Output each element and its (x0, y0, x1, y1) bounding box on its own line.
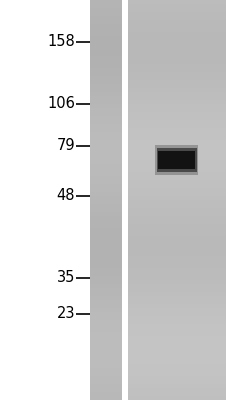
Bar (127, 0, 225, 400)
Text: 79: 79 (56, 138, 75, 154)
Text: 158: 158 (47, 34, 75, 50)
Text: 35: 35 (57, 270, 75, 286)
Text: 48: 48 (57, 188, 75, 204)
Bar (156, 148, 196, 172)
Bar (90, 0, 121, 400)
Text: 106: 106 (47, 96, 75, 112)
Bar (158, 151, 194, 169)
Bar (154, 145, 197, 175)
Text: 23: 23 (57, 306, 75, 322)
